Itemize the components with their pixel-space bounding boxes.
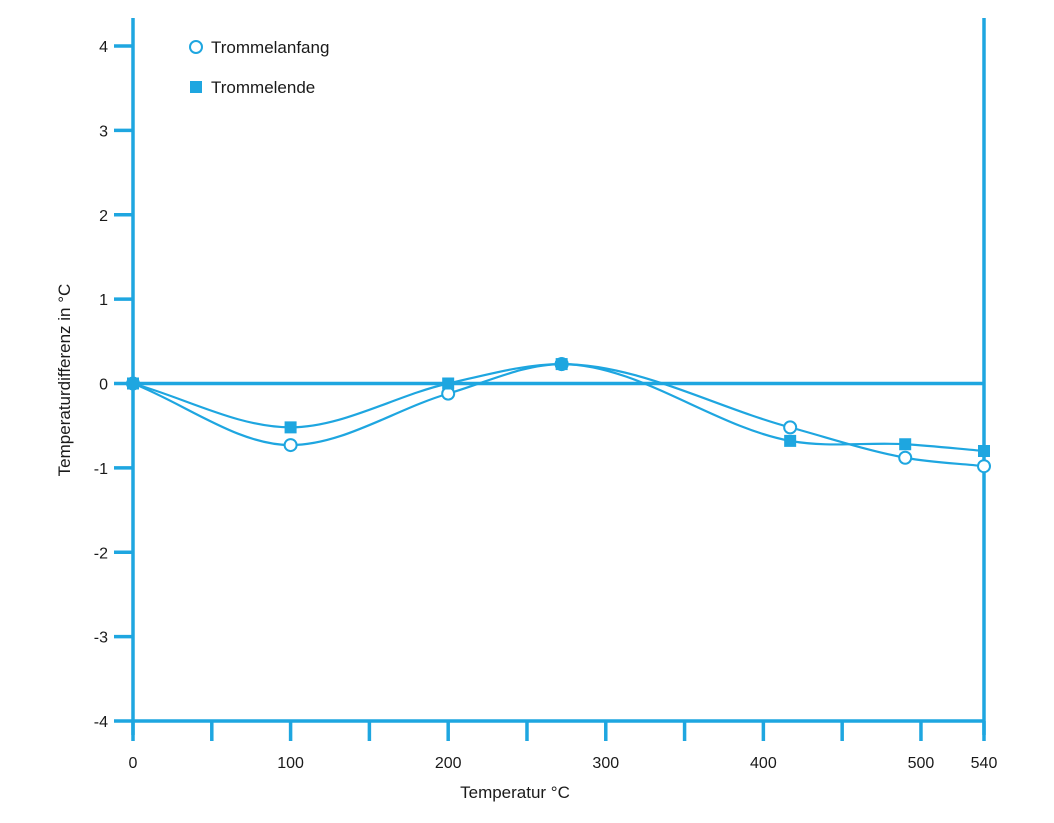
tick-labels: 4 3 2 1 0 -1 -2 -3 -4 0 100 200 300 400 500 540 [94,39,998,772]
x-tick-label: 540 [971,755,998,772]
series-lines [132,362,985,468]
data-point-trommelende [899,438,912,451]
data-point-trommelanfang [283,438,298,453]
y-tick-label: 1 [99,292,108,309]
y-tick-label: -3 [94,630,108,647]
x-tick-label: 300 [592,755,619,772]
x-tick-label: 500 [908,755,935,772]
data-point-trommelende [127,377,139,390]
y-tick-label: 0 [99,377,108,394]
legend-marker-trommelanfang [189,40,203,54]
y-tick-label: 3 [99,123,108,140]
series-markers [126,357,991,474]
data-point-trommelende [442,377,455,390]
x-tick-label: 200 [435,755,462,772]
y-tick-label: -4 [94,714,108,731]
legend-label-trommelanfang: Trommelanfang [211,38,329,57]
data-point-trommelende [784,434,797,447]
data-point-trommelende [284,421,297,434]
data-point-trommelanfang [783,420,798,435]
data-point-trommelanfang [898,450,913,465]
axes [114,18,986,741]
legend-marker-trommelende [190,81,202,93]
legend-label-trommelende: Trommelende [211,78,315,97]
x-axis-title: Temperatur °C [460,783,570,802]
y-tick-label: 2 [99,208,108,225]
series-line-trommelanfang [132,362,985,468]
x-tick-label: 0 [129,755,138,772]
y-tick-label: -2 [94,545,108,562]
y-axis-title: Temperaturdifferenz in °C [55,284,74,477]
data-point-trommelende [978,445,990,457]
legend: Trommelanfang Trommelende [189,38,329,97]
y-tick-label: -1 [94,461,108,478]
x-tick-label: 100 [277,755,304,772]
data-point-shared [554,357,569,372]
x-tick-label: 400 [750,755,777,772]
y-tick-label: 4 [99,39,108,56]
series-line-trommelende [132,362,985,453]
data-point-trommelanfang [977,459,991,474]
